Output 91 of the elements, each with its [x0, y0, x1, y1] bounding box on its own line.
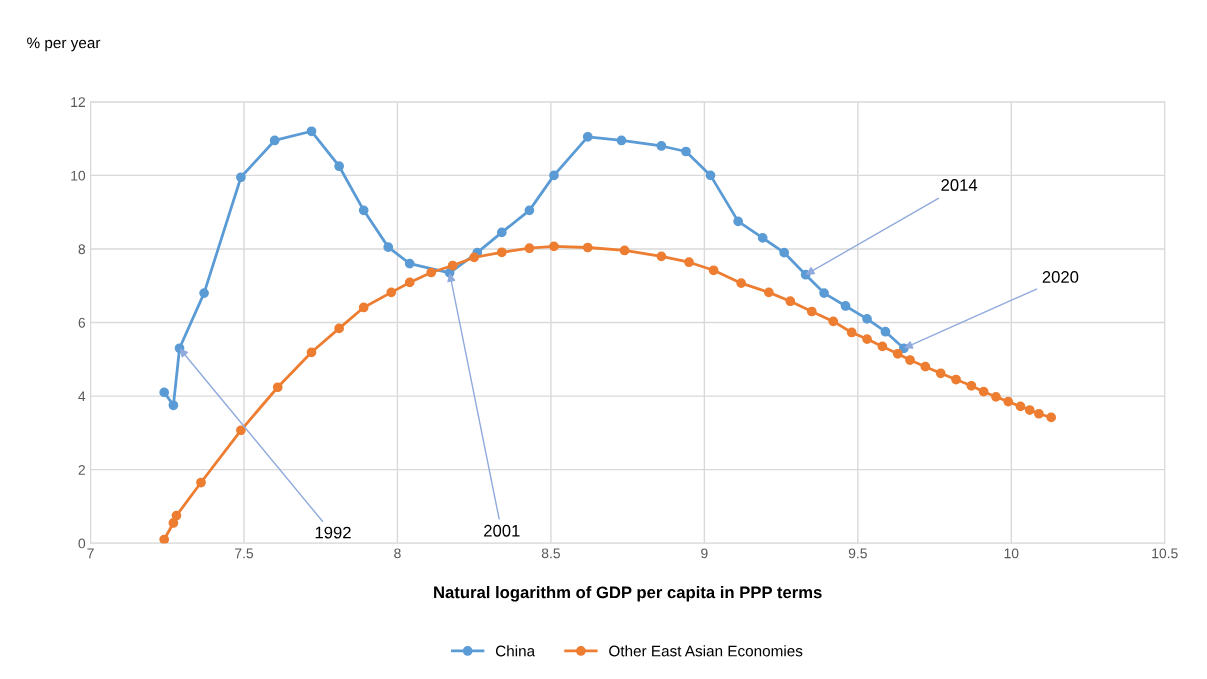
- point: [334, 323, 344, 334]
- point: [951, 374, 961, 385]
- point: [386, 287, 397, 298]
- point: [549, 241, 559, 252]
- point: [168, 518, 179, 528]
- point: [785, 296, 796, 307]
- point: [862, 313, 872, 324]
- point: [404, 258, 415, 269]
- point: [684, 257, 694, 268]
- point: [705, 170, 716, 181]
- x-tick-label: 8.5: [541, 548, 560, 559]
- point: [383, 242, 394, 252]
- point: [779, 247, 790, 258]
- point: [582, 131, 593, 142]
- point: [806, 306, 817, 317]
- point: [920, 361, 931, 372]
- point: [840, 301, 851, 311]
- point: [1034, 408, 1044, 419]
- point: [991, 391, 1001, 402]
- annotation: 2001: [484, 524, 520, 537]
- point: [426, 267, 437, 278]
- point: [159, 387, 170, 398]
- point: [892, 348, 903, 359]
- point: [733, 216, 743, 227]
- point: [236, 172, 246, 183]
- annotation: 2014: [941, 179, 978, 191]
- point: [582, 242, 593, 253]
- point: [1003, 396, 1014, 407]
- point: [1046, 412, 1057, 423]
- point: [736, 278, 747, 289]
- point: [236, 425, 246, 436]
- point: [1015, 401, 1026, 412]
- x-tick-label: 8: [394, 548, 401, 559]
- x-tick-label: 7.5: [235, 548, 254, 559]
- point: [619, 245, 630, 256]
- y-tick-label: 2: [78, 464, 85, 475]
- point: [656, 251, 667, 262]
- point: [1024, 405, 1035, 415]
- point: [763, 287, 774, 298]
- x-tick-label: 10: [1004, 548, 1019, 559]
- x-tick-label: 9: [701, 548, 708, 559]
- y-tick-label: 0: [78, 538, 86, 549]
- point: [469, 252, 480, 263]
- point: [819, 288, 829, 298]
- point: [358, 302, 369, 313]
- point: [549, 170, 559, 181]
- point: [334, 161, 344, 172]
- point: [966, 380, 977, 391]
- y-tick-label: 8: [78, 244, 86, 255]
- point: [656, 141, 667, 151]
- point: [757, 233, 768, 243]
- legend-label: Other East Asian Economies: [609, 645, 803, 657]
- point: [846, 327, 857, 338]
- point: [272, 382, 283, 393]
- point: [935, 368, 946, 379]
- point: [496, 227, 507, 238]
- x-tick-label: 7: [87, 548, 94, 559]
- point: [447, 260, 458, 271]
- point: [681, 146, 691, 157]
- point: [877, 341, 888, 352]
- point: [862, 334, 872, 344]
- legend-label: China: [495, 645, 536, 657]
- point: [358, 205, 369, 216]
- point: [880, 326, 891, 337]
- point: [524, 205, 535, 216]
- y-tick-label: 12: [71, 97, 85, 107]
- point: [708, 265, 719, 276]
- y-tick-label: 4: [78, 391, 86, 402]
- point: [978, 386, 989, 397]
- annotation: 1992: [315, 526, 351, 539]
- point: [199, 288, 209, 298]
- point: [196, 477, 206, 488]
- point: [404, 277, 415, 288]
- x-tick-label: 10.5: [1152, 548, 1178, 559]
- point: [168, 400, 179, 411]
- point: [159, 534, 170, 544]
- point: [269, 135, 280, 146]
- point: [171, 510, 182, 521]
- y-tick-label: 6: [78, 317, 86, 328]
- point: [524, 243, 535, 254]
- point: [496, 247, 507, 258]
- point: [828, 316, 839, 327]
- point: [306, 126, 317, 137]
- point: [905, 355, 915, 365]
- x-tick-label: 9.5: [848, 548, 867, 559]
- point: [306, 347, 317, 358]
- annotation: 2020: [1042, 271, 1079, 283]
- y-tick-label: 10: [71, 170, 86, 181]
- point: [616, 135, 627, 146]
- x-axis-title: Natural logarithm of GDP per capita in PPP terms: [434, 586, 822, 602]
- y-axis-title: % per year: [27, 37, 101, 52]
